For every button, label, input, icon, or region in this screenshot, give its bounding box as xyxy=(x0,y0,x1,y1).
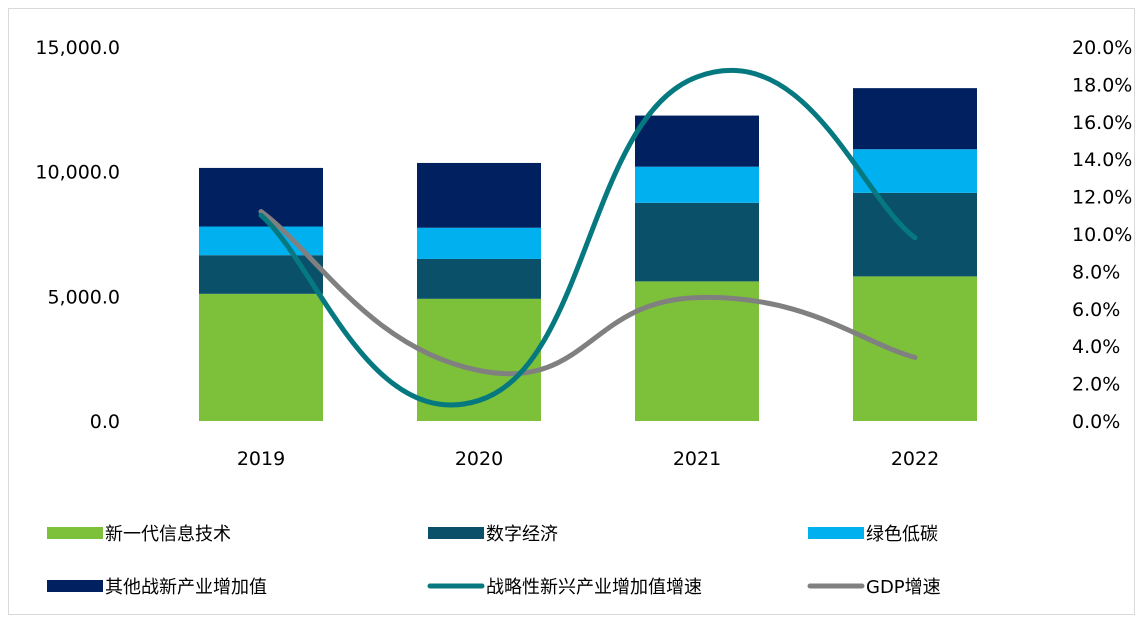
right-tick-label: 0.0% xyxy=(1072,411,1120,433)
right-tick-label: 16.0% xyxy=(1072,112,1132,134)
legend-item-1: 数字经济 xyxy=(428,524,558,545)
left-tick-label: 0.0 xyxy=(90,411,120,433)
legend-label: 绿色低碳 xyxy=(866,524,938,545)
left-tick-label: 15,000.0 xyxy=(35,37,120,59)
right-tick-label: 6.0% xyxy=(1072,299,1120,321)
legend-label: 新一代信息技术 xyxy=(105,524,231,545)
x-tick-label: 2021 xyxy=(673,448,721,470)
bar-2021-series-2 xyxy=(635,166,759,203)
bar-2022-series-3 xyxy=(853,88,977,150)
right-axis-tick-labels: 0.0% 2.0% 4.0% 6.0% 8.0% 10.0% 12.0% 14.0% 16.0%… xyxy=(1072,37,1132,433)
line-layer xyxy=(258,67,918,408)
bar-2019-series-0 xyxy=(199,293,323,421)
bar-2020-series-2 xyxy=(417,227,541,259)
right-tick-label: 4.0% xyxy=(1072,336,1120,358)
legend-label: 其他战新产业增加值 xyxy=(105,577,267,598)
left-tick-label: 10,000.0 xyxy=(35,162,120,184)
legend-swatch xyxy=(47,527,103,539)
left-axis-tick-labels: 0.0 5,000.0 10,000.0 15,000.0 xyxy=(35,37,120,433)
chart-frame xyxy=(8,8,1135,615)
legend-label: 战略性新兴产业增加值增速 xyxy=(486,577,702,598)
right-tick-label: 20.0% xyxy=(1072,37,1132,59)
legend-item-0: 新一代信息技术 xyxy=(47,524,231,545)
x-tick-label: 2022 xyxy=(891,448,939,470)
right-tick-label: 12.0% xyxy=(1072,187,1132,209)
legend-swatch xyxy=(428,527,484,539)
right-tick-label: 8.0% xyxy=(1072,261,1120,283)
bar-2021-series-3 xyxy=(635,115,759,167)
right-tick-label: 2.0% xyxy=(1072,374,1120,396)
line-series-0 xyxy=(258,67,918,408)
legend-item-2: 绿色低碳 xyxy=(808,524,938,545)
legend-swatch xyxy=(808,527,864,539)
x-axis-tick-labels: 2019 2020 2021 2022 xyxy=(237,448,939,470)
legend-item-5: GDP增速 xyxy=(807,577,941,598)
x-tick-label: 2020 xyxy=(455,448,503,470)
legend-label: GDP增速 xyxy=(866,577,941,598)
legend-item-3: 其他战新产业增加值 xyxy=(47,577,267,598)
legend-label: 数字经济 xyxy=(486,524,558,545)
right-tick-label: 18.0% xyxy=(1072,74,1132,96)
bar-2019-series-1 xyxy=(199,255,323,294)
bar-2020-series-1 xyxy=(417,258,541,299)
right-tick-label: 14.0% xyxy=(1072,149,1132,171)
bar-2020-series-3 xyxy=(417,162,541,228)
x-tick-label: 2019 xyxy=(237,448,285,470)
bar-2021-series-1 xyxy=(635,202,759,282)
bar-layer xyxy=(199,88,977,421)
right-tick-label: 10.0% xyxy=(1072,224,1132,246)
legend-swatch xyxy=(47,580,103,592)
legend-item-4: 战略性新兴产业增加值增速 xyxy=(427,577,702,598)
left-tick-label: 5,000.0 xyxy=(47,286,120,308)
line-series-1 xyxy=(258,209,918,377)
bar-2022-series-2 xyxy=(853,149,977,193)
bar-2022-series-0 xyxy=(853,276,977,421)
